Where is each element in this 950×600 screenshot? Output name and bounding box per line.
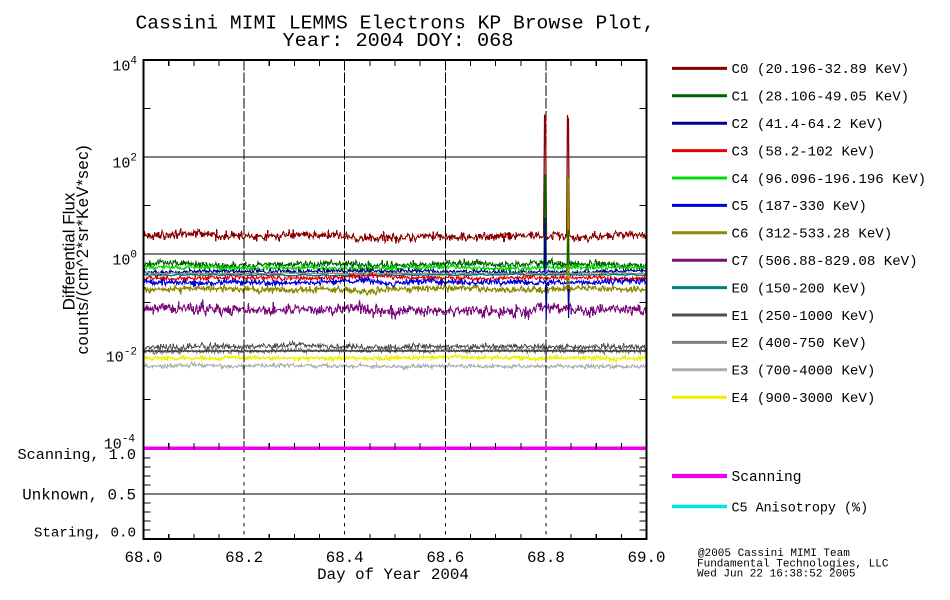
svg-text:Year: 2004 DOY: 068: Year: 2004 DOY: 068 — [283, 30, 514, 52]
svg-text:E3 (700-4000 KeV): E3 (700-4000 KeV) — [732, 364, 876, 380]
svg-text:C6 (312-533.28 KeV): C6 (312-533.28 KeV) — [732, 227, 893, 243]
svg-text:Day of Year 2004: Day of Year 2004 — [317, 566, 469, 584]
svg-text:68.4: 68.4 — [326, 549, 364, 567]
svg-text:Scanning: Scanning — [732, 470, 802, 486]
svg-text:C1 (28.106-49.05 KeV): C1 (28.106-49.05 KeV) — [732, 90, 910, 106]
svg-text:E2 (400-750 KeV): E2 (400-750 KeV) — [732, 336, 867, 352]
svg-text:68.8: 68.8 — [527, 549, 565, 567]
svg-text:C7 (506.88-829.08 KeV): C7 (506.88-829.08 KeV) — [732, 254, 918, 270]
svg-text:10-4: 10-4 — [104, 434, 136, 454]
svg-text:69.0: 69.0 — [628, 549, 666, 567]
svg-text:C2 (41.4-64.2 KeV): C2 (41.4-64.2 KeV) — [732, 117, 884, 133]
svg-text:68.0: 68.0 — [125, 549, 163, 567]
svg-text:C5 Anisotropy (%): C5 Anisotropy (%) — [732, 502, 869, 517]
svg-text:E0 (150-200 KeV): E0 (150-200 KeV) — [732, 281, 867, 297]
svg-text:100: 100 — [112, 250, 137, 270]
svg-text:68.6: 68.6 — [426, 549, 464, 567]
svg-text:C3 (58.2-102 KeV): C3 (58.2-102 KeV) — [732, 144, 876, 160]
svg-text:Wed Jun 22 16:38:52 2005: Wed Jun 22 16:38:52 2005 — [697, 569, 855, 581]
svg-text:Fundamental Technologies, LLC: Fundamental Technologies, LLC — [697, 558, 889, 570]
svg-text:E1 (250-1000 KeV): E1 (250-1000 KeV) — [732, 309, 876, 325]
svg-text:102: 102 — [112, 153, 137, 173]
svg-text:Staring, 0.0: Staring, 0.0 — [34, 526, 136, 542]
svg-text:C0 (20.196-32.89 KeV): C0 (20.196-32.89 KeV) — [732, 62, 910, 78]
svg-text:E4 (900-3000 KeV): E4 (900-3000 KeV) — [732, 391, 876, 407]
svg-text:C4 (96.096-196.196 KeV): C4 (96.096-196.196 KeV) — [732, 172, 927, 188]
svg-text:counts/(cm^2*sr*KeV*sec): counts/(cm^2*sr*KeV*sec) — [74, 145, 92, 355]
svg-text:@2005 Cassini MIMI Team: @2005 Cassini MIMI Team — [698, 548, 850, 560]
svg-text:104: 104 — [112, 56, 137, 76]
svg-text:Scanning, 1.0: Scanning, 1.0 — [18, 446, 136, 464]
svg-text:C5 (187-330 KeV): C5 (187-330 KeV) — [732, 199, 867, 215]
svg-text:68.2: 68.2 — [225, 549, 263, 567]
svg-text:Unknown, 0.5: Unknown, 0.5 — [22, 487, 136, 505]
svg-text:Cassini MIMI LEMMS Electrons K: Cassini MIMI LEMMS Electrons KP Browse P… — [136, 13, 655, 35]
svg-text:Differential Flux: Differential Flux — [60, 192, 79, 310]
svg-text:10-2: 10-2 — [106, 347, 137, 367]
